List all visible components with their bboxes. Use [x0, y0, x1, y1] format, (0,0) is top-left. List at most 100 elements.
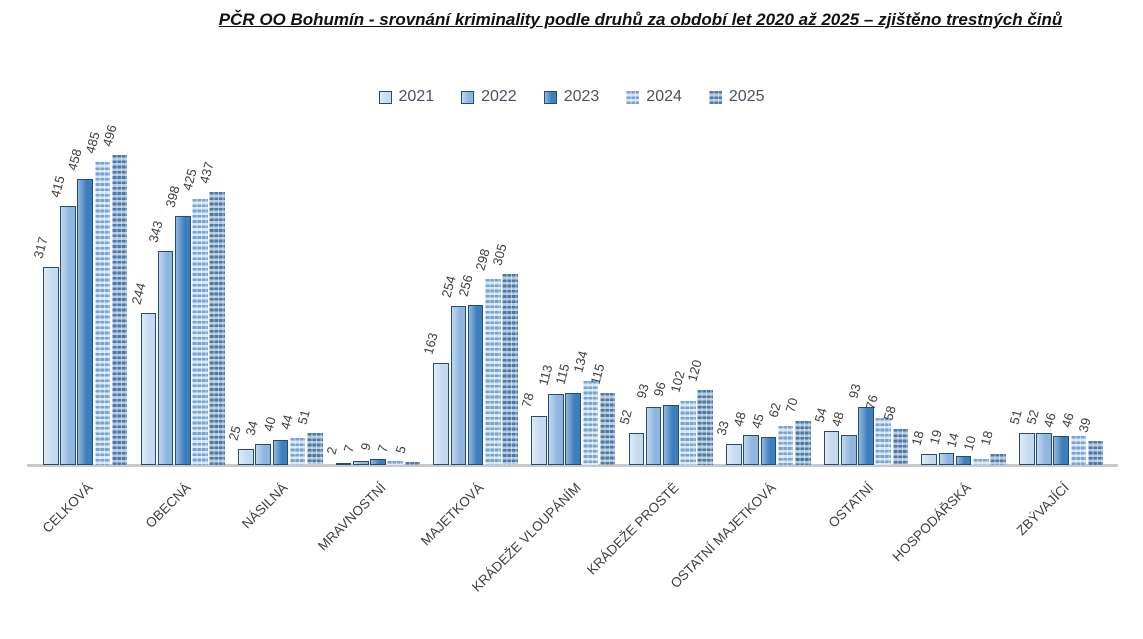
legend-item-2022: 2022	[461, 88, 517, 106]
bar-value-label: 10	[960, 433, 979, 452]
bar-value-label: 5	[392, 444, 409, 455]
legend-marker-icon	[378, 90, 392, 104]
bar-value-label: 115	[552, 362, 573, 387]
bar-2023-NÁSILNÁ	[272, 440, 289, 465]
bar-value-label: 33	[713, 419, 732, 438]
bar-2021-MAJETKOVÁ	[433, 363, 449, 465]
legend-item-2025: 2025	[708, 88, 765, 106]
bar-2023-KRÁDEŽE VLOUPÁNÍM	[565, 393, 581, 465]
bar-value-label: 134	[570, 349, 591, 375]
bar-2025-ZBÝVAJÍCÍ	[1087, 440, 1104, 465]
bar-value-label: 70	[782, 396, 801, 415]
bar-value-label: 62	[765, 401, 784, 420]
bar-2022-HOSPODÁŘSKÁ	[938, 453, 955, 465]
x-axis-label-OSTATNÍ MAJETKOVÁ: OSTATNÍ MAJETKOVÁ	[667, 480, 779, 592]
bar-value-label: 244	[128, 280, 149, 306]
bar-value-label: 76	[862, 392, 882, 411]
bar-value-label: 25	[225, 424, 244, 443]
bar-value-label: 54	[811, 406, 830, 425]
bar-2025-MAJETKOVÁ	[502, 274, 518, 465]
bar-2024-MRAVNOSTNÍ	[387, 460, 403, 465]
x-axis-label-NÁSILNÁ: NÁSILNÁ	[239, 480, 291, 532]
bar-2022-OBECNÁ	[157, 250, 174, 465]
bar-2021-NÁSILNÁ	[238, 449, 254, 465]
x-axis-label-CELKOVÁ: CELKOVÁ	[39, 480, 96, 536]
bar-2021-HOSPODÁŘSKÁ	[921, 453, 937, 465]
bar-value-label: 115	[587, 362, 608, 387]
bar-value-label: 34	[242, 418, 262, 437]
legend-label: 2022	[481, 88, 517, 105]
bar-value-label: 39	[1075, 415, 1094, 434]
bar-2023-HOSPODÁŘSKÁ	[955, 456, 972, 465]
bar-2024-CELKOVÁ	[94, 161, 111, 465]
bar-value-label: 52	[1023, 407, 1042, 426]
bar-value-label: 78	[518, 391, 537, 410]
bar-value-label: 102	[667, 369, 688, 395]
bar-value-label: 437	[196, 160, 218, 185]
bar-2024-OSTATNÍ MAJETKOVÁ	[777, 426, 794, 465]
bar-2021-KRÁDEŽE PROSTÉ	[628, 432, 645, 465]
bar-value-label: 93	[845, 382, 864, 400]
bar-2023-OBECNÁ	[175, 216, 191, 465]
bar-2023-KRÁDEŽE PROSTÉ	[663, 405, 679, 465]
bar-value-label: 317	[30, 235, 51, 260]
bar-value-label: 96	[650, 380, 669, 398]
bar-2024-KRÁDEŽE PROSTÉ	[680, 401, 696, 465]
bar-2022-KRÁDEŽE PROSTÉ	[645, 406, 662, 465]
bar-2025-CELKOVÁ	[111, 155, 128, 465]
bar-value-label: 7	[374, 442, 392, 454]
bar-2023-MAJETKOVÁ	[467, 305, 484, 465]
bar-value-label: 48	[730, 410, 750, 428]
bar-2023-ZBÝVAJÍCÍ	[1053, 436, 1069, 465]
bar-2025-KRÁDEŽE PROSTÉ	[697, 390, 713, 465]
bar-value-label: 7	[340, 442, 357, 454]
x-axis-label-OBECNÁ: OBECNÁ	[142, 480, 194, 531]
x-axis-label-OSTATNÍ: OSTATNÍ	[825, 480, 877, 531]
bar-2022-OSTATNÍ	[841, 435, 857, 465]
bar-value-label: 52	[616, 407, 635, 426]
bar-2024-HOSPODÁŘSKÁ	[973, 458, 989, 465]
bar-value-label: 14	[943, 431, 962, 450]
legend-item-2023: 2023	[543, 88, 600, 106]
x-axis-label-KRÁDEŽE PROSTÉ: KRÁDEŽE PROSTÉ	[583, 480, 682, 578]
bar-value-label: 120	[684, 358, 706, 383]
bar-2022-KRÁDEŽE VLOUPÁNÍM	[548, 394, 564, 465]
legend-item-2024: 2024	[626, 88, 682, 106]
legend-label: 2025	[728, 88, 765, 105]
chart-legend: 2021 2022 2023 2024 2025	[0, 88, 1143, 106]
chart-title: PČR OO Bohumín - srovnání kriminality po…	[218, 10, 1063, 29]
x-axis-line	[27, 464, 1118, 467]
legend-label: 2023	[563, 88, 600, 105]
bar-2021-OBECNÁ	[140, 312, 157, 465]
bar-value-label: 113	[535, 363, 556, 388]
bar-2023-OSTATNÍ	[858, 406, 874, 465]
bar-2022-OSTATNÍ MAJETKOVÁ	[743, 435, 759, 465]
legend-marker-icon	[708, 90, 722, 104]
bar-value-label: 51	[294, 408, 313, 427]
bar-2023-CELKOVÁ	[77, 178, 93, 465]
bar-2025-MRAVNOSTNÍ	[404, 461, 421, 465]
bar-value-label: 18	[908, 428, 928, 447]
bar-2022-ZBÝVAJÍCÍ	[1036, 432, 1052, 465]
bar-2024-ZBÝVAJÍCÍ	[1070, 436, 1087, 465]
legend-label: 2024	[646, 88, 682, 105]
bar-value-label: 256	[455, 273, 476, 298]
bar-2024-NÁSILNÁ	[289, 437, 306, 465]
x-axis-label-ZBÝVAJÍCÍ: ZBÝVAJÍCÍ	[1013, 480, 1072, 539]
bar-value-label: 254	[438, 274, 459, 300]
legend-label: 2021	[398, 88, 435, 105]
bar-value-label: 46	[1040, 411, 1060, 430]
x-axis-label-MRAVNOSTNÍ: MRAVNOSTNÍ	[314, 480, 389, 554]
bar-2021-MRAVNOSTNÍ	[335, 463, 352, 465]
bar-2021-ZBÝVAJÍCÍ	[1019, 433, 1035, 465]
bar-value-label: 496	[99, 123, 120, 148]
legend-marker-icon	[461, 90, 475, 104]
legend-marker-icon	[543, 90, 557, 104]
bar-value-label: 48	[828, 410, 847, 428]
x-axis-label-MAJETKOVÁ: MAJETKOVÁ	[417, 480, 486, 549]
bar-2024-MAJETKOVÁ	[485, 278, 501, 465]
bar-2025-NÁSILNÁ	[307, 433, 323, 465]
bar-value-label: 343	[145, 218, 166, 244]
legend-item-2021: 2021	[378, 88, 435, 106]
